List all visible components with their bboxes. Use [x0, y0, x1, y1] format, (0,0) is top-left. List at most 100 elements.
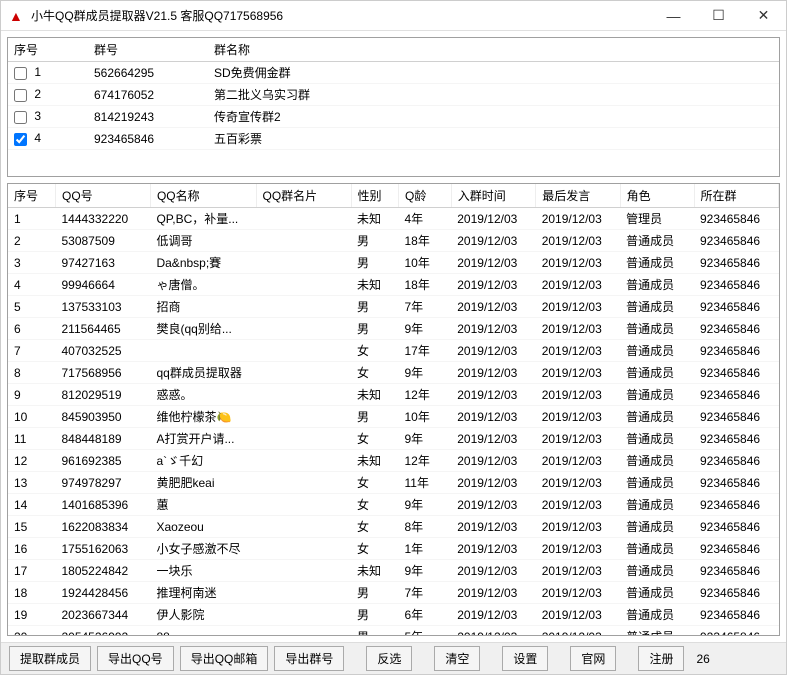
cell-qq: 2054526992 — [55, 626, 150, 637]
cell-idx: 11 — [8, 428, 55, 450]
cell-age: 10年 — [398, 252, 451, 274]
member-row[interactable]: 12961692385a`ゞ千幻未知12年2019/12/032019/12/0… — [8, 450, 779, 472]
export-qq-button[interactable]: 导出QQ号 — [97, 646, 174, 671]
cell-gender: 女 — [351, 516, 398, 538]
cell-qq: 97427163 — [55, 252, 150, 274]
member-row[interactable]: 253087509低调哥男18年2019/12/032019/12/03普通成员… — [8, 230, 779, 252]
cell-role: 普通成员 — [620, 626, 694, 637]
cell-card — [256, 406, 351, 428]
col-header-idx[interactable]: 序号 — [8, 184, 55, 208]
cell-group: 923465846 — [694, 406, 779, 428]
member-row[interactable]: 10845903950维他柠檬茶🍋男10年2019/12/032019/12/0… — [8, 406, 779, 428]
export-mail-button[interactable]: 导出QQ邮箱 — [180, 646, 269, 671]
member-row[interactable]: 8717568956qq群成员提取器女9年2019/12/032019/12/0… — [8, 362, 779, 384]
cell-card — [256, 582, 351, 604]
settings-button[interactable]: 设置 — [502, 646, 548, 671]
cell-qqname: 招商 — [150, 296, 256, 318]
cell-last: 2019/12/03 — [536, 626, 620, 637]
member-row[interactable]: 7407032525女17年2019/12/032019/12/03普通成员92… — [8, 340, 779, 362]
cell-card — [256, 626, 351, 637]
close-button[interactable]: ✕ — [741, 1, 786, 31]
group-row[interactable]: 3814219243传奇宣传群2 — [8, 106, 779, 128]
cell-qqname: Da&nbsp;賽 — [150, 252, 256, 274]
cell-age: 9年 — [398, 560, 451, 582]
cell-group: 923465846 — [694, 318, 779, 340]
member-row[interactable]: 181924428456推理柯南迷男7年2019/12/032019/12/03… — [8, 582, 779, 604]
export-group-button[interactable]: 导出群号 — [274, 646, 344, 671]
cell-qqname: 小女子感激不尽 — [150, 538, 256, 560]
member-row[interactable]: 397427163Da&nbsp;賽男10年2019/12/032019/12/… — [8, 252, 779, 274]
group-row[interactable]: 1562664295SD免费佣金群 — [8, 62, 779, 84]
cell-last: 2019/12/03 — [536, 406, 620, 428]
group-checkbox[interactable] — [14, 133, 27, 146]
cell-age: 6年 — [398, 604, 451, 626]
cell-join: 2019/12/03 — [451, 406, 535, 428]
window-controls: — ☐ ✕ — [651, 1, 786, 31]
cell-qq: 1755162063 — [55, 538, 150, 560]
member-row[interactable]: 171805224842一块乐未知9年2019/12/032019/12/03普… — [8, 560, 779, 582]
member-row[interactable]: 6211564465樊良(qq别给...男9年2019/12/032019/12… — [8, 318, 779, 340]
col-header-gname[interactable]: 群名称 — [208, 38, 779, 62]
col-header-group[interactable]: 所在群 — [694, 184, 779, 208]
group-row[interactable]: 4923465846五百彩票 — [8, 128, 779, 150]
member-row[interactable]: 141401685396蕙女9年2019/12/032019/12/03普通成员… — [8, 494, 779, 516]
cell-gender: 男 — [351, 252, 398, 274]
col-header-join[interactable]: 入群时间 — [451, 184, 535, 208]
cell-qqname: 蕙 — [150, 494, 256, 516]
member-row[interactable]: 5137533103招商男7年2019/12/032019/12/03普通成员9… — [8, 296, 779, 318]
cell-idx: 16 — [8, 538, 55, 560]
col-header-qq[interactable]: QQ号 — [55, 184, 150, 208]
cell-last: 2019/12/03 — [536, 208, 620, 230]
group-name-cell: 传奇宣传群2 — [208, 106, 779, 128]
cell-gender: 未知 — [351, 450, 398, 472]
col-header-idx[interactable]: 序号 — [8, 38, 88, 62]
official-site-button[interactable]: 官网 — [570, 646, 616, 671]
col-header-gender[interactable]: 性别 — [351, 184, 398, 208]
col-header-last[interactable]: 最后发言 — [536, 184, 620, 208]
member-row[interactable]: 192023667344伊人影院男6年2019/12/032019/12/03普… — [8, 604, 779, 626]
group-checkbox[interactable] — [14, 89, 27, 102]
cell-qqname: qq群成员提取器 — [150, 362, 256, 384]
maximize-button[interactable]: ☐ — [696, 1, 741, 31]
invert-selection-button[interactable]: 反选 — [366, 646, 412, 671]
cell-group: 923465846 — [694, 428, 779, 450]
clear-button[interactable]: 清空 — [434, 646, 480, 671]
member-row[interactable]: 11444332220QP,BC，补量...未知4年2019/12/032019… — [8, 208, 779, 230]
cell-idx: 4 — [8, 274, 55, 296]
member-row[interactable]: 20205452699288.男5年2019/12/032019/12/03普通… — [8, 626, 779, 637]
col-header-qqname[interactable]: QQ名称 — [150, 184, 256, 208]
member-row[interactable]: 11848448189A打赏开户请...女9年2019/12/032019/12… — [8, 428, 779, 450]
group-checkbox[interactable] — [14, 67, 27, 80]
col-header-age[interactable]: Q龄 — [398, 184, 451, 208]
extract-members-button[interactable]: 提取群成员 — [9, 646, 91, 671]
cell-card — [256, 252, 351, 274]
cell-qq: 211564465 — [55, 318, 150, 340]
member-row[interactable]: 13974978297黄肥肥keai女11年2019/12/032019/12/… — [8, 472, 779, 494]
member-row[interactable]: 161755162063小女子感激不尽女1年2019/12/032019/12/… — [8, 538, 779, 560]
col-header-role[interactable]: 角色 — [620, 184, 694, 208]
member-row[interactable]: 499946664ゃ唐僧。未知18年2019/12/032019/12/03普通… — [8, 274, 779, 296]
cell-join: 2019/12/03 — [451, 296, 535, 318]
cell-age: 9年 — [398, 362, 451, 384]
cell-qq: 1401685396 — [55, 494, 150, 516]
cell-gender: 女 — [351, 340, 398, 362]
cell-age: 12年 — [398, 450, 451, 472]
register-button[interactable]: 注册 — [638, 646, 684, 671]
member-row[interactable]: 9812029519惑惑。未知12年2019/12/032019/12/03普通… — [8, 384, 779, 406]
col-header-gnum[interactable]: 群号 — [88, 38, 208, 62]
cell-gender: 女 — [351, 362, 398, 384]
group-row[interactable]: 2674176052第二批义乌实习群 — [8, 84, 779, 106]
group-checkbox[interactable] — [14, 111, 27, 124]
cell-card — [256, 450, 351, 472]
cell-age: 11年 — [398, 472, 451, 494]
content-area: 序号 群号 群名称 1562664295SD免费佣金群 2674176052第二… — [1, 31, 786, 642]
cell-gender: 男 — [351, 318, 398, 340]
cell-qq: 407032525 — [55, 340, 150, 362]
app-window: ▲ 小牛QQ群成员提取器V21.5 客服QQ717568956 — ☐ ✕ 序号… — [0, 0, 787, 675]
cell-join: 2019/12/03 — [451, 318, 535, 340]
col-header-card[interactable]: QQ群名片 — [256, 184, 351, 208]
cell-last: 2019/12/03 — [536, 274, 620, 296]
cell-idx: 17 — [8, 560, 55, 582]
member-row[interactable]: 151622083834Xaozeou女8年2019/12/032019/12/… — [8, 516, 779, 538]
minimize-button[interactable]: — — [651, 1, 696, 31]
